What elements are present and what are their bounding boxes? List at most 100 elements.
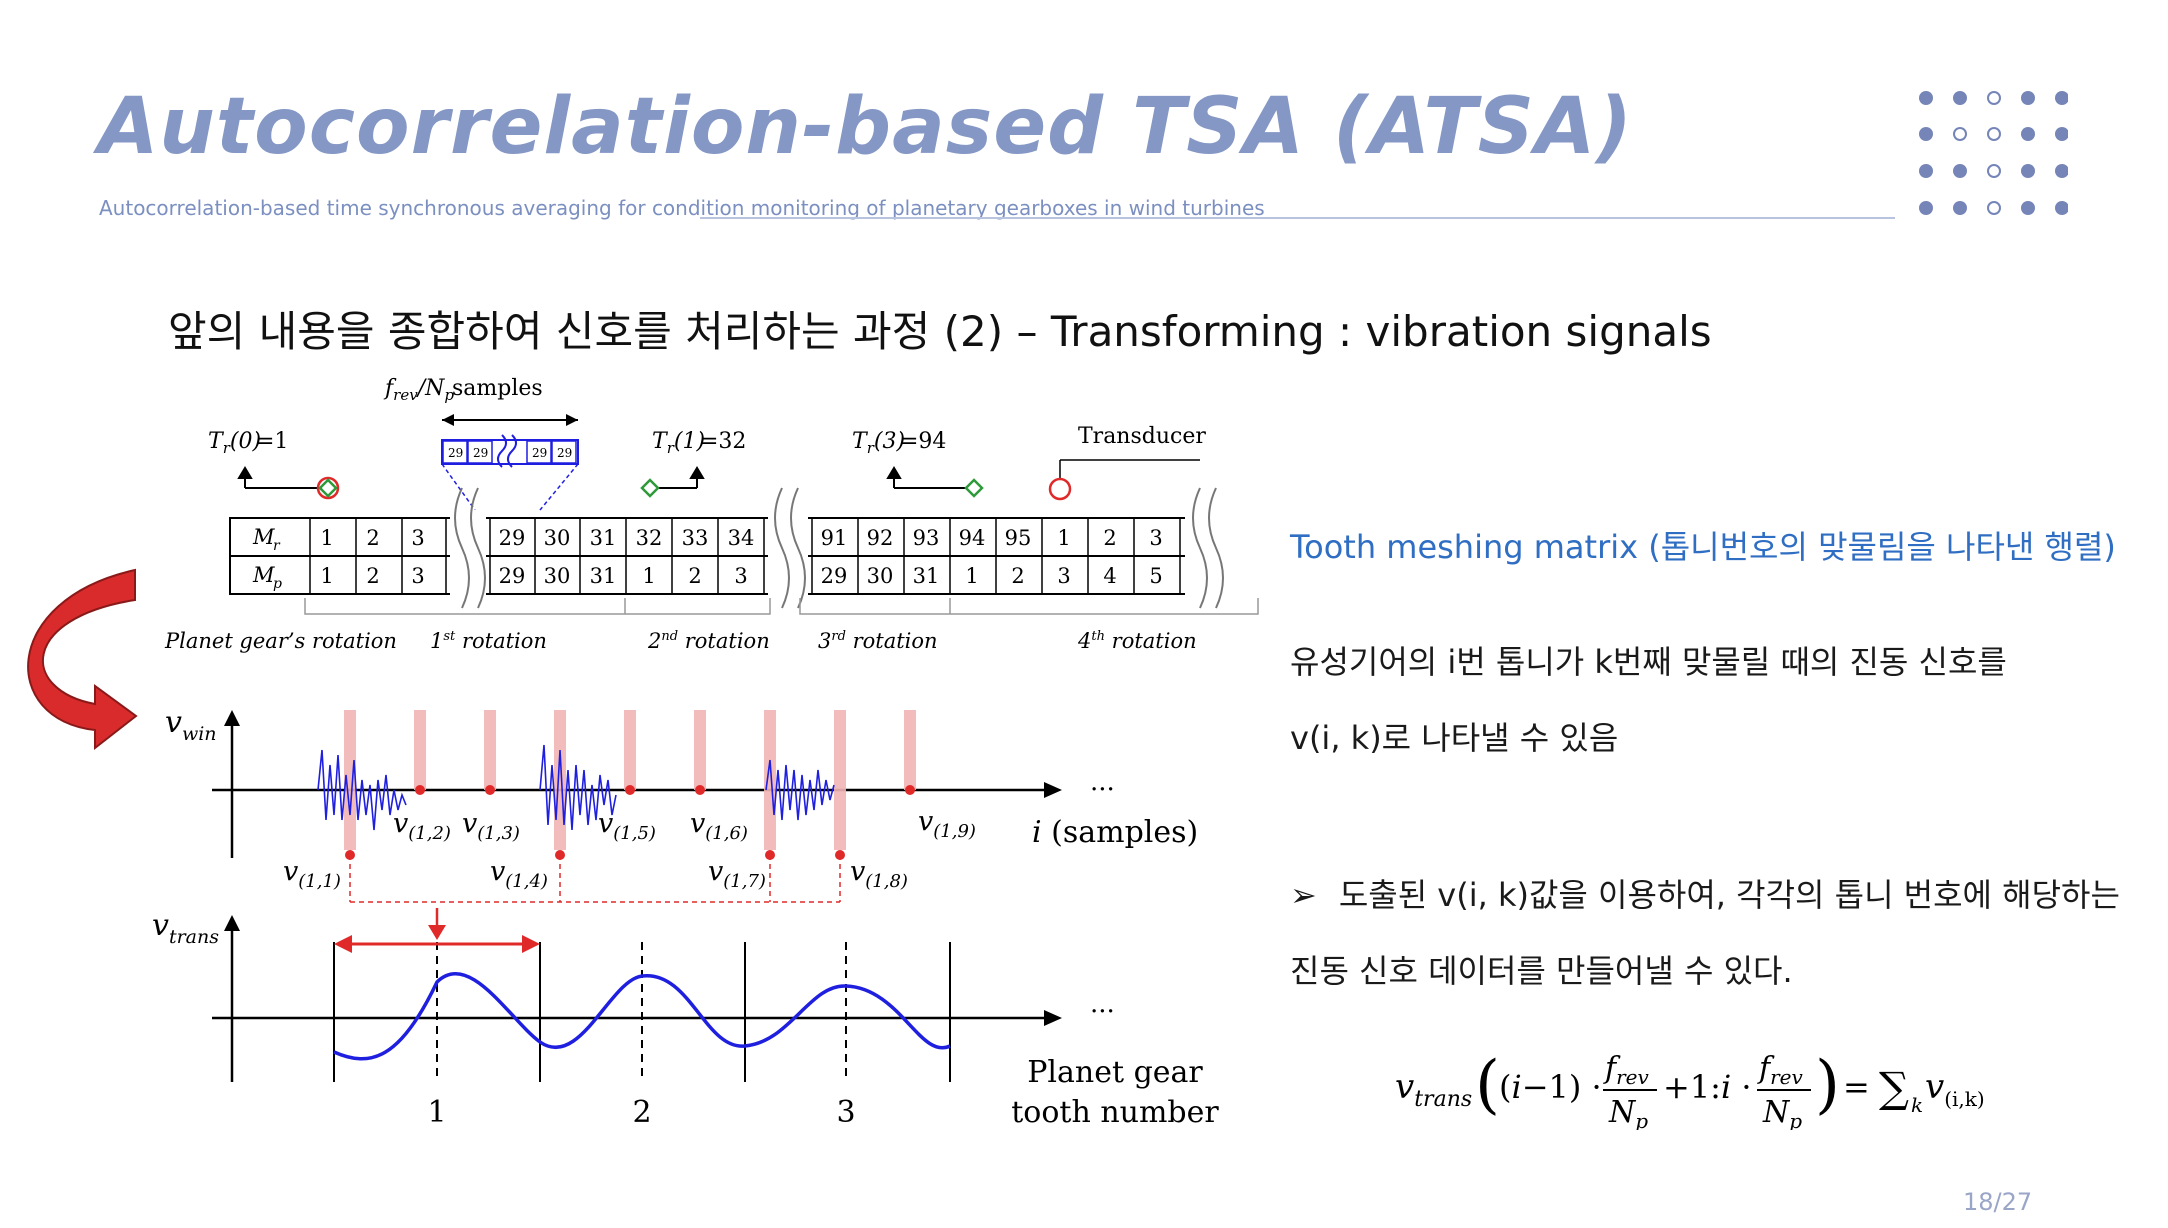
svg-text:(i−1) ·: (i−1) · xyxy=(1499,1068,1602,1106)
svg-text:frev/Np: frev/Np xyxy=(383,376,454,404)
svg-text:vwin: vwin xyxy=(165,705,217,745)
mini-cell: 29 xyxy=(473,446,488,460)
svg-text:2: 2 xyxy=(1011,564,1024,588)
svg-text:3: 3 xyxy=(734,564,747,588)
svg-text:94: 94 xyxy=(959,526,986,550)
svg-text:=: = xyxy=(1843,1068,1870,1106)
slide-subtitle: Autocorrelation-based time synchronous a… xyxy=(99,196,1265,220)
svg-text:): ) xyxy=(1815,1048,1840,1122)
tr0-marker: Tr(0) =1 xyxy=(208,429,340,500)
svg-text:v(1,1): v(1,1) xyxy=(283,856,341,892)
description-line-2: v(i, k)로 나타낼 수 있음 xyxy=(1290,719,1619,757)
section-heading: 앞의 내용을 종합하여 신호를 처리하는 과정 (2) – Transformi… xyxy=(168,307,1712,356)
svg-text:Planet gear’s rotation: Planet gear’s rotation xyxy=(164,629,397,653)
svg-text:1: 1 xyxy=(642,564,655,588)
svg-text:v(1,6): v(1,6) xyxy=(690,808,748,844)
atsa-diagram: frev/Np samples 29 29 29 29 Tr(0) =1 Tr(… xyxy=(27,376,1259,1130)
page-number: 18/27 xyxy=(1963,1188,2033,1216)
svg-text:30: 30 xyxy=(544,564,571,588)
svg-text:5: 5 xyxy=(1149,564,1162,588)
svg-text:1st rotation: 1st rotation xyxy=(430,629,547,653)
svg-text:vtrans: vtrans xyxy=(1395,1067,1472,1112)
title-divider xyxy=(700,217,1895,219)
svg-text:v(i,k): v(i,k) xyxy=(1925,1067,1985,1111)
svg-text:r: r xyxy=(273,538,281,554)
svg-text:M: M xyxy=(252,525,275,549)
svg-text:29: 29 xyxy=(499,564,526,588)
svg-text:29: 29 xyxy=(499,526,526,550)
svg-text:1: 1 xyxy=(320,526,333,550)
svg-text:Tr(0): Tr(0) xyxy=(208,429,261,457)
svg-text:2: 2 xyxy=(1103,526,1116,550)
svg-text:vtrans: vtrans xyxy=(152,908,219,948)
svg-text:30: 30 xyxy=(544,526,571,550)
decorative-dot-grid xyxy=(1919,91,2068,215)
svg-text:Tr(3): Tr(3) xyxy=(852,429,905,457)
formula-lhs-sub: trans xyxy=(1414,1087,1472,1112)
svg-text:4th rotation: 4th rotation xyxy=(1077,629,1197,653)
svg-text:Np: Np xyxy=(1762,1095,1802,1130)
svg-text:3rd rotation: 3rd rotation xyxy=(818,629,938,653)
bullet-item: ➢ 도출된 v(i, k)값을 이용하여, 각각의 톱니 번호에 해당하는 xyxy=(1290,870,2120,916)
svg-text:3: 3 xyxy=(1057,564,1070,588)
svg-text:31: 31 xyxy=(590,564,617,588)
svg-text:M: M xyxy=(252,563,275,587)
svg-text:tooth number: tooth number xyxy=(1011,1095,1219,1130)
vtrans-plot: vtrans ... 1 2 3 Planet gear tooth numbe… xyxy=(152,908,1219,1130)
svg-text:+1:i ·: +1:i · xyxy=(1663,1068,1752,1106)
svg-text:2: 2 xyxy=(688,564,701,588)
svg-text:1: 1 xyxy=(427,1095,446,1130)
matrix-title: Tooth meshing matrix (톱니번호의 맞물림을 나타낸 행렬) xyxy=(1290,528,2116,566)
svg-text:Transducer: Transducer xyxy=(1078,424,1206,449)
svg-text:3: 3 xyxy=(411,526,424,550)
svg-text:1: 1 xyxy=(320,564,333,588)
bullet-text: 도출된 v(i, k)값을 이용하여, 각각의 톱니 번호에 해당하는 xyxy=(1338,876,2120,914)
svg-text:30: 30 xyxy=(867,564,894,588)
mini-cell: 29 xyxy=(448,446,463,460)
description-line-1: 유성기어의 i번 톱니가 k번째 맞물릴 때의 진동 신호를 xyxy=(1290,643,2007,681)
svg-text:4: 4 xyxy=(1103,564,1116,588)
bullet-continuation: 진동 신호 데이터를 만들어낼 수 있다. xyxy=(1290,952,1793,990)
transducer-marker: Transducer xyxy=(1048,424,1206,501)
svg-text:Planet gear: Planet gear xyxy=(1027,1055,1203,1090)
svg-text:Np: Np xyxy=(1608,1095,1648,1130)
svg-text:1: 1 xyxy=(965,564,978,588)
svg-text:v(1,4): v(1,4) xyxy=(490,856,548,892)
mini-cell: 29 xyxy=(532,446,547,460)
rotation-labels: Planet gear’s rotation 1st rotation 2nd … xyxy=(164,629,1197,653)
svg-text:=32: =32 xyxy=(700,429,746,454)
svg-text:93: 93 xyxy=(913,526,940,550)
svg-text:2nd rotation: 2nd rotation xyxy=(647,629,770,653)
tr1-marker: Tr(1) =32 xyxy=(640,429,746,498)
transform-formula: vtrans ( (i−1) · frev Np +1:i · frev Np … xyxy=(1395,1048,1985,1130)
svg-text:29: 29 xyxy=(821,564,848,588)
svg-text:v(1,2): v(1,2) xyxy=(393,808,451,844)
svg-text:95: 95 xyxy=(1005,526,1032,550)
slide-title: Autocorrelation-based TSA (ATSA) xyxy=(98,82,1633,172)
svg-text:v(1,9): v(1,9) xyxy=(918,806,976,842)
bullet-arrow-icon: ➢ xyxy=(1290,876,1317,914)
svg-text:v(1,7): v(1,7) xyxy=(708,856,766,892)
svg-text:=1: =1 xyxy=(256,429,288,454)
svg-text:3: 3 xyxy=(1149,526,1162,550)
svg-text:frev: frev xyxy=(1757,1051,1804,1089)
svg-text:34: 34 xyxy=(728,526,755,550)
svg-text:k: k xyxy=(1911,1093,1923,1117)
transform-arrow xyxy=(27,568,138,751)
tr3-marker: Tr(3) =94 xyxy=(852,429,984,498)
svg-text:3: 3 xyxy=(411,564,424,588)
svg-text:p: p xyxy=(273,576,282,592)
svg-text:31: 31 xyxy=(913,564,940,588)
svg-text:...: ... xyxy=(1090,989,1115,1019)
samples-annotation: frev/Np samples 29 29 29 29 xyxy=(383,376,579,511)
svg-text:i (samples): i (samples) xyxy=(1032,815,1198,850)
svg-text:...: ... xyxy=(1090,767,1115,797)
svg-text:91: 91 xyxy=(821,526,848,550)
formula-rhs-sub: (i,k) xyxy=(1944,1087,1984,1111)
svg-text:2: 2 xyxy=(366,564,379,588)
mini-cell: 29 xyxy=(557,446,572,460)
svg-text:32: 32 xyxy=(636,526,663,550)
svg-text:3: 3 xyxy=(836,1095,855,1130)
svg-text:31: 31 xyxy=(590,526,617,550)
